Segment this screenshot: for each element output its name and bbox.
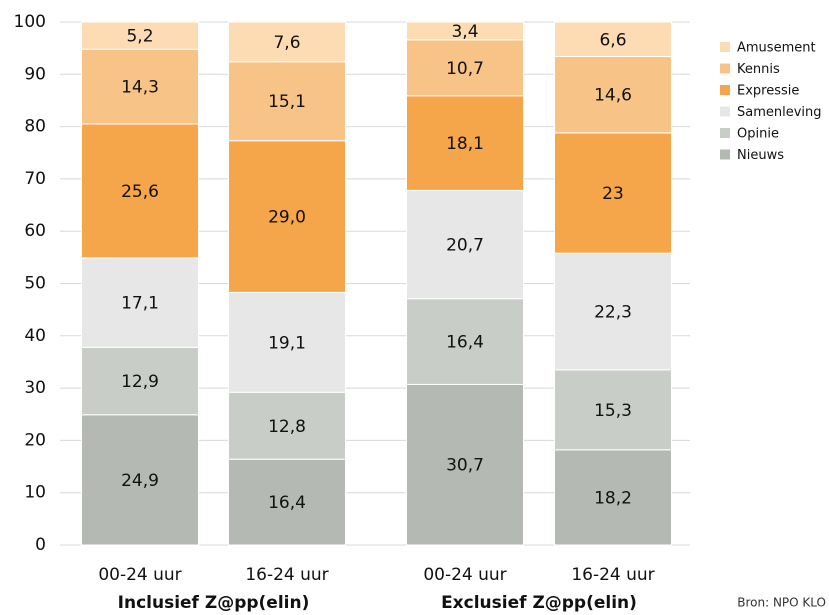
value-label: 25,6 [121, 182, 159, 202]
bar-segment [228, 21, 346, 63]
bar-segment [406, 21, 524, 41]
legend-swatch [720, 149, 730, 160]
legend-swatch [720, 106, 730, 117]
bar-segment [81, 346, 199, 416]
y-tick-label: 20 [24, 430, 46, 450]
value-label: 17,1 [121, 294, 159, 314]
value-label: 24,9 [121, 471, 159, 491]
legend-swatch [720, 128, 730, 138]
bar-segment [406, 383, 524, 546]
bar-segment [81, 21, 199, 50]
legend-label: Kennis [737, 62, 780, 77]
value-label: 12,8 [268, 417, 306, 437]
legend-label: Opinie [737, 127, 779, 142]
bar-segment [554, 21, 672, 58]
x-tick-label: 16-24 uur [571, 565, 654, 585]
bar-segment [406, 189, 524, 300]
y-tick-label: 100 [14, 12, 46, 32]
value-label: 29,0 [268, 208, 306, 228]
value-label: 18,2 [594, 488, 632, 508]
y-tick-label: 50 [24, 274, 46, 294]
bar-segment [554, 369, 672, 451]
bar-segment [406, 95, 524, 191]
y-tick-label: 70 [24, 169, 46, 189]
legend-label: Nieuws [737, 148, 784, 163]
value-label: 10,7 [446, 59, 484, 79]
value-label: 5,2 [126, 27, 153, 47]
y-tick-label: 10 [24, 483, 46, 503]
bar-segment [228, 291, 346, 393]
legend-label: Expressie [737, 84, 799, 99]
bar-segment [554, 449, 672, 546]
value-label: 7,6 [273, 33, 300, 53]
bar-segment [81, 414, 199, 546]
value-label: 14,3 [121, 78, 159, 98]
bar-segment [228, 458, 346, 546]
value-label: 14,6 [594, 86, 632, 106]
bar-segment [228, 391, 346, 460]
legend-label: Samenleving [737, 105, 822, 120]
y-tick-label: 40 [24, 326, 46, 346]
y-tick-label: 30 [24, 378, 46, 398]
value-label: 23 [602, 184, 624, 204]
y-tick-label: 0 [35, 535, 46, 555]
bar-segment [228, 140, 346, 293]
y-tick-label: 60 [24, 221, 46, 241]
value-label: 3,4 [451, 22, 478, 42]
x-tick-label: 16-24 uur [245, 565, 328, 585]
value-label: 18,1 [446, 134, 484, 154]
bar-segment [554, 56, 672, 134]
bar-segment [81, 257, 199, 348]
legend-swatch [720, 63, 730, 74]
value-label: 30,7 [446, 456, 484, 476]
bar-segment [554, 252, 672, 371]
x-tick-label: 00-24 uur [98, 565, 181, 585]
bar-segment [81, 123, 199, 259]
x-tick-label: 00-24 uur [423, 565, 506, 585]
value-label: 15,1 [268, 92, 306, 112]
legend-swatch [720, 85, 730, 95]
y-tick-label: 80 [24, 117, 46, 137]
value-label: 6,6 [599, 30, 626, 50]
bar-segment [554, 132, 672, 254]
value-label: 16,4 [446, 333, 484, 353]
legend-swatch [720, 42, 730, 52]
value-label: 15,3 [594, 401, 632, 421]
group-label: Inclusief Z@pp(elin) [118, 593, 310, 613]
value-label: 16,4 [268, 493, 306, 513]
legend-label: Amusement [737, 41, 816, 56]
value-label: 19,1 [268, 333, 306, 353]
value-label: 12,9 [121, 372, 159, 392]
y-tick-label: 90 [24, 64, 46, 84]
group-label: Exclusief Z@pp(elin) [441, 593, 637, 613]
bar-segment [228, 61, 346, 142]
bar-segment [81, 48, 199, 125]
value-label: 22,3 [594, 302, 632, 322]
value-label: 20,7 [446, 236, 484, 256]
source: Bron: NPO KLO [737, 596, 826, 610]
